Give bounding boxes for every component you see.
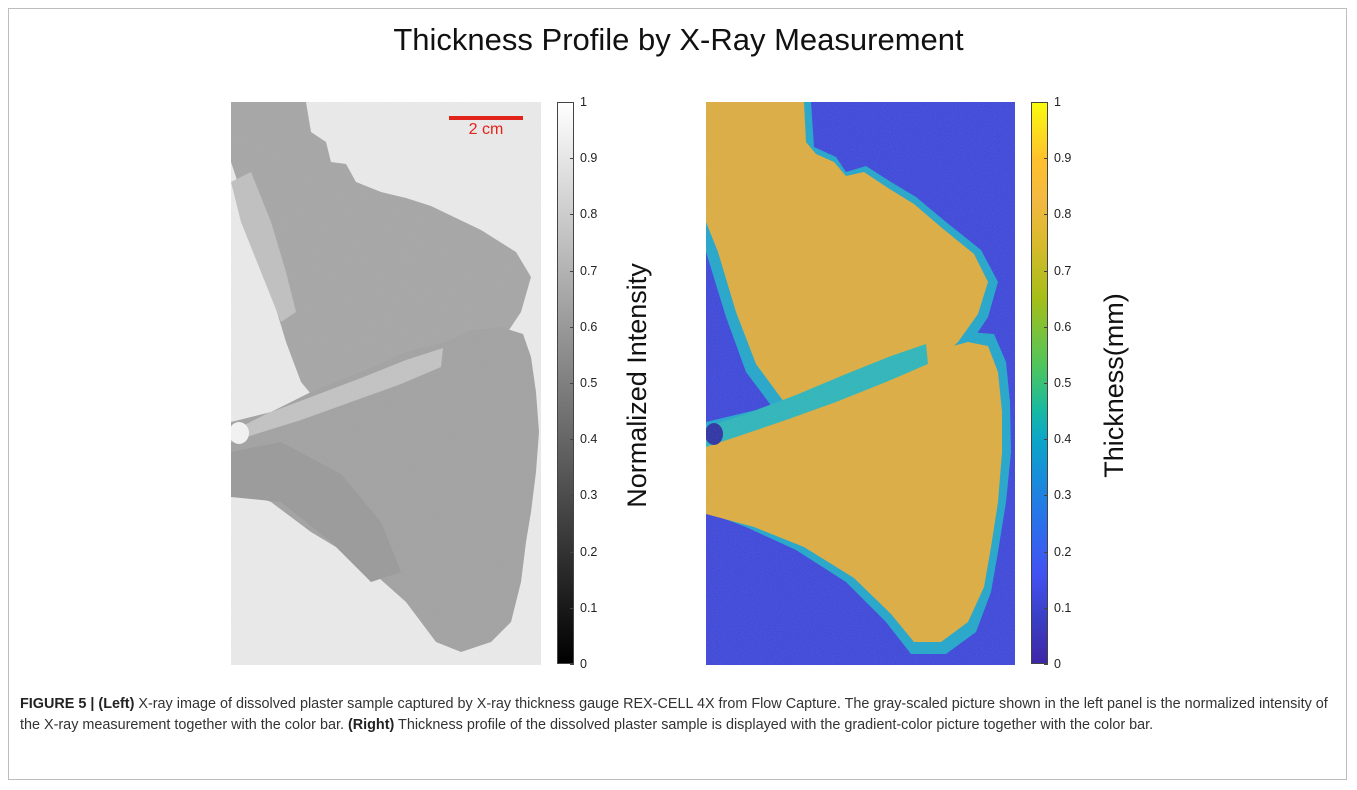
intensity-tick-mark	[570, 552, 574, 553]
caption-left-label: (Left)	[98, 696, 135, 712]
thickness-tick-label: 0	[1054, 657, 1061, 671]
thickness-tick-mark	[1044, 271, 1048, 272]
intensity-tick-label: 0	[580, 657, 587, 671]
figure-frame	[8, 8, 1347, 780]
thickness-tick-mark	[1044, 664, 1048, 665]
thickness-tick-label: 0.7	[1054, 264, 1072, 278]
caption-right-text: Thickness profile of the dissolved plast…	[394, 717, 1154, 733]
intensity-tick-mark	[570, 102, 574, 103]
intensity-tick-label: 1	[580, 95, 587, 109]
intensity-tick-label: 0.6	[580, 320, 598, 334]
intensity-tick-mark	[570, 158, 574, 159]
intensity-tick-label: 0.8	[580, 207, 598, 221]
thickness-tick-label: 0.8	[1054, 207, 1072, 221]
figure-caption: FIGURE 5 | (Left) X-ray image of dissolv…	[20, 694, 1338, 736]
thickness-profile-image	[706, 102, 1015, 665]
intensity-tick-label: 0.2	[580, 545, 598, 559]
thickness-tick-label: 0.4	[1054, 432, 1072, 446]
intensity-tick-label: 0.3	[580, 488, 598, 502]
intensity-tick-mark	[570, 327, 574, 328]
thickness-tick-mark	[1044, 214, 1048, 215]
caption-right-label: (Right)	[347, 717, 395, 733]
thickness-tick-label: 0.5	[1054, 376, 1072, 390]
intensity-tick-label: 0.4	[580, 432, 598, 446]
thickness-tick-mark	[1044, 327, 1048, 328]
intensity-tick-mark	[570, 664, 574, 665]
intensity-colorbar-label: Normalized Intensity	[621, 262, 652, 508]
thickness-tick-mark	[1044, 102, 1048, 103]
thickness-tick-label: 0.6	[1054, 320, 1072, 334]
intensity-tick-mark	[570, 608, 574, 609]
thickness-tick-mark	[1044, 552, 1048, 553]
thickness-tick-label: 0.2	[1054, 545, 1072, 559]
figure-title: Thickness Profile by X-Ray Measurement	[393, 22, 964, 57]
intensity-tick-mark	[570, 214, 574, 215]
intensity-tick-label: 0.5	[580, 376, 598, 390]
thickness-tick-mark	[1044, 383, 1048, 384]
thickness-colorbar-label: Thickness(mm)	[1098, 292, 1129, 478]
intensity-tick-mark	[570, 495, 574, 496]
intensity-tick-label: 0.9	[580, 151, 598, 165]
thickness-tick-label: 1	[1054, 95, 1061, 109]
intensity-tick-mark	[570, 383, 574, 384]
thickness-tick-label: 0.3	[1054, 488, 1072, 502]
thickness-tick-mark	[1044, 608, 1048, 609]
intensity-tick-mark	[570, 271, 574, 272]
thickness-tick-mark	[1044, 495, 1048, 496]
intensity-tick-label: 0.7	[580, 264, 598, 278]
intensity-tick-mark	[570, 439, 574, 440]
thickness-tick-mark	[1044, 158, 1048, 159]
scale-bar-label: 2 cm	[468, 121, 504, 138]
caption-left-text: X-ray image of dissolved plaster sample …	[20, 696, 1328, 733]
intensity-tick-label: 0.1	[580, 601, 598, 615]
caption-figure-label: FIGURE 5 |	[20, 696, 95, 712]
scale-bar	[449, 116, 523, 120]
thickness-tick-mark	[1044, 439, 1048, 440]
thickness-tick-label: 0.1	[1054, 601, 1072, 615]
thickness-tick-label: 0.9	[1054, 151, 1072, 165]
xray-intensity-image	[231, 102, 541, 665]
